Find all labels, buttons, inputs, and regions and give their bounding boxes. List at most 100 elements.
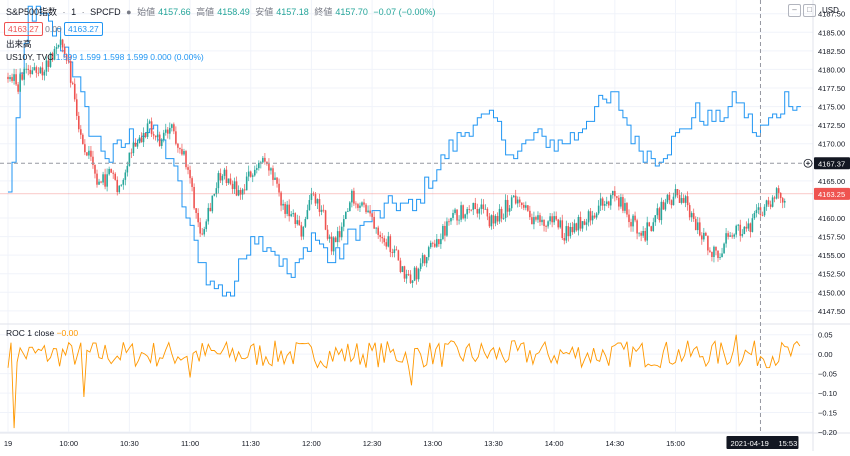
symbol-name[interactable]: S&P500指数 (6, 7, 57, 17)
candle-body (470, 210, 472, 211)
candle-body (365, 205, 367, 212)
candle-body (315, 194, 317, 203)
candle-body (98, 182, 100, 185)
candle-body (778, 188, 780, 193)
candle-body (143, 133, 145, 142)
candle-body (600, 198, 602, 205)
candle-body (70, 61, 72, 83)
roc-legend: ROC 1 close −0.00 (6, 328, 78, 338)
candle-body (462, 205, 464, 218)
candle-body (127, 166, 129, 173)
candle-body (159, 135, 161, 146)
candle-body (375, 228, 377, 229)
price-tick-label: 4172.50 (818, 121, 845, 130)
low-value: 4157.18 (276, 7, 309, 17)
candle-body (254, 170, 256, 176)
candle-body (642, 231, 644, 236)
candle-body (727, 233, 729, 237)
candle-body (167, 130, 169, 134)
candle-body (309, 200, 311, 210)
candle-body (432, 243, 434, 244)
candle-body (703, 233, 705, 240)
volume-label[interactable]: 出来高 (6, 38, 32, 50)
spread-value: 0.00 (45, 24, 62, 34)
candle-body (317, 199, 319, 203)
candle-body (701, 235, 703, 239)
candle-body (40, 68, 42, 74)
candle-body (270, 168, 272, 170)
candle-body (400, 261, 402, 272)
legend-dot: ● (126, 7, 131, 17)
candle-body (323, 210, 325, 211)
candle-body (586, 222, 588, 224)
currency-label[interactable]: USD (822, 6, 839, 15)
last-price-label: 4163.25 (818, 190, 845, 199)
candle-body (671, 200, 673, 205)
candle-body (331, 237, 333, 252)
time-tick-label: 12:30 (363, 439, 382, 448)
candle-body (458, 220, 460, 221)
candle-body (381, 237, 383, 238)
candle-body (735, 226, 737, 235)
candle-body (272, 168, 274, 180)
candle-body (543, 220, 545, 226)
candle-body (390, 236, 392, 252)
candle-body (218, 173, 220, 188)
candle-body (379, 235, 381, 237)
candle-body (234, 181, 236, 189)
candle-body (618, 198, 620, 207)
price-tick-label: 4155.00 (818, 251, 845, 260)
candle-body (622, 197, 624, 211)
candle-body (347, 211, 349, 212)
candle-body (114, 174, 116, 180)
candle-body (345, 212, 347, 219)
candle-body (351, 191, 353, 203)
legend-sep: · (63, 7, 66, 17)
candle-body (689, 205, 691, 217)
candle-body (768, 200, 770, 204)
candle-body (321, 210, 323, 212)
sell-price-box[interactable]: 4163.27 (4, 22, 43, 36)
candle-body (422, 255, 424, 263)
candle-body (572, 227, 574, 232)
candle-body (563, 238, 565, 241)
candle-body (472, 203, 474, 210)
interval[interactable]: 1 (71, 7, 76, 17)
candle-body (444, 226, 446, 236)
candle-body (303, 227, 305, 237)
buy-price-box[interactable]: 4163.27 (64, 22, 103, 36)
maximize-icon[interactable]: □ (803, 4, 816, 17)
roc-tick-label: 0.05 (818, 331, 833, 340)
candle-body (62, 40, 64, 48)
crosshair-time-label: 15:53 (778, 439, 797, 448)
candle-body (476, 209, 478, 213)
candle-body (545, 226, 547, 227)
candle-body (442, 226, 444, 239)
candle-body (201, 234, 203, 235)
candle-body (189, 170, 191, 178)
candle-body (565, 226, 567, 240)
candle-body (153, 134, 155, 135)
roc-tick-label: −0.20 (818, 428, 837, 437)
minimize-icon[interactable]: – (788, 4, 801, 17)
candle-body (592, 216, 594, 221)
roc-name[interactable]: ROC 1 close (6, 328, 54, 338)
crosshair-price-label: 4167.37 (818, 159, 845, 168)
candle-body (448, 221, 450, 222)
candle-body (770, 204, 772, 206)
candle-body (246, 177, 248, 191)
candle-body (46, 60, 48, 71)
candle-body (604, 204, 606, 206)
candle-body (782, 198, 784, 202)
candle-body (456, 210, 458, 221)
compare-symbol[interactable]: US10Y, TVC (6, 52, 53, 62)
time-tick-label: 11:30 (242, 439, 260, 448)
time-tick-label: 14:00 (545, 439, 564, 448)
candle-body (224, 170, 226, 176)
candle-body (719, 257, 721, 258)
candle-body (533, 217, 535, 224)
candle-body (705, 233, 707, 236)
candle-body (549, 216, 551, 221)
candle-body (679, 195, 681, 203)
